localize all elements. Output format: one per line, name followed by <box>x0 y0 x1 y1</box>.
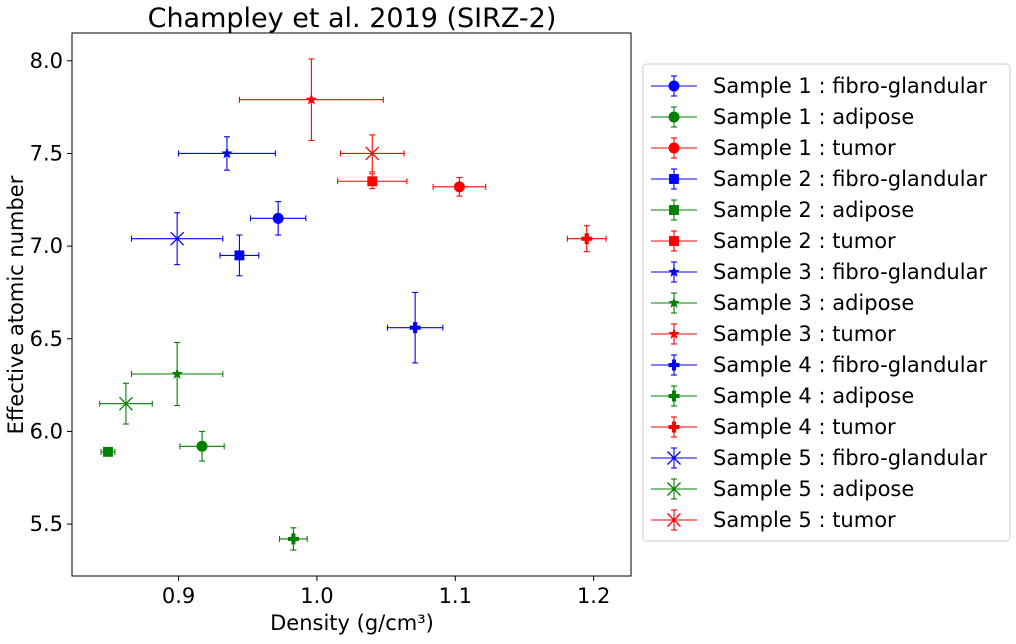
legend-entry: Sample 2 : adipose <box>651 198 914 222</box>
data-point <box>249 201 307 236</box>
data-point-marker-plus <box>287 533 299 545</box>
legend-entry: Sample 2 : tumor <box>651 229 896 253</box>
data-point-marker-x <box>365 146 380 161</box>
legend-entry: Sample 4 : fibro-glandular <box>651 353 987 377</box>
data-point <box>177 136 276 171</box>
legend-label: Sample 4 : tumor <box>713 415 896 439</box>
legend-label: Sample 4 : adipose <box>713 384 914 408</box>
legend-marker-square <box>669 174 679 184</box>
legend-label: Sample 3 : tumor <box>713 322 896 346</box>
data-point-marker-star <box>171 368 183 379</box>
legend-label: Sample 5 : adipose <box>713 477 914 501</box>
legend: Sample 1 : fibro-glandular Sample 1 : adi… <box>651 74 987 532</box>
data-point-marker-star <box>221 147 233 159</box>
legend-label: Sample 4 : fibro-glandular <box>713 353 987 377</box>
data-point <box>99 382 153 425</box>
data-point <box>130 212 224 266</box>
legend-label: Sample 5 : fibro-glandular <box>713 446 987 470</box>
legend-marker-circle <box>668 111 680 123</box>
legend-marker-square <box>669 205 679 215</box>
data-point <box>386 291 444 364</box>
legend-label: Sample 1 : fibro-glandular <box>713 74 987 98</box>
legend-entry: Sample 3 : fibro-glandular <box>651 260 987 284</box>
y-tick-label: 6.5 <box>30 327 63 351</box>
data-point-marker-plus <box>409 322 421 334</box>
data-point <box>278 527 308 551</box>
data-point-marker-x <box>170 231 185 246</box>
data-point <box>339 134 405 173</box>
data-point <box>337 173 408 190</box>
legend-label: Sample 1 : tumor <box>713 136 896 160</box>
data-point-marker-circle <box>453 181 465 193</box>
legend-marker-circle <box>668 142 680 154</box>
legend-entry: Sample 1 : adipose <box>651 105 914 129</box>
x-tick-label: 0.9 <box>162 584 195 608</box>
chart-title: Champley et al. 2019 (SIRZ-2) <box>148 3 557 34</box>
y-axis-ticks: 5.5 6.0 6.5 7.0 7.5 8.0 <box>30 49 72 536</box>
legend-marker-star <box>668 266 680 277</box>
y-tick-label: 6.0 <box>30 419 63 443</box>
legend-label: Sample 2 : tumor <box>713 229 896 253</box>
legend-entry: Sample 5 : adipose <box>651 477 914 501</box>
legend-marker-x <box>667 513 681 527</box>
data-point-marker-circle <box>272 212 284 224</box>
y-axis-label: Effective atomic number <box>4 175 28 434</box>
legend-marker-circle <box>668 80 680 92</box>
y-tick-label: 7.0 <box>30 234 63 258</box>
legend-label: Sample 5 : tumor <box>713 508 896 532</box>
legend-marker-plus <box>668 390 680 402</box>
x-tick-label: 1.0 <box>300 584 333 608</box>
x-tick-label: 1.2 <box>577 584 610 608</box>
data-marks <box>99 58 607 551</box>
legend-entry: Sample 5 : tumor <box>651 508 896 532</box>
data-point-marker-x <box>119 396 133 411</box>
data-point <box>566 225 607 253</box>
y-tick-label: 8.0 <box>30 49 63 73</box>
y-tick-label: 5.5 <box>30 512 63 536</box>
data-point-marker-circle <box>196 440 208 452</box>
data-point <box>100 446 116 457</box>
legend-entry: Sample 1 : fibro-glandular <box>651 74 987 98</box>
legend-marker-plus <box>668 421 680 433</box>
legend-label: Sample 1 : adipose <box>713 105 914 129</box>
legend-label: Sample 2 : adipose <box>713 198 914 222</box>
legend-marker-plus <box>668 359 680 371</box>
data-point <box>219 234 260 277</box>
x-tick-label: 1.1 <box>439 584 472 608</box>
data-point-marker-star <box>305 93 318 105</box>
data-point-marker-square <box>234 250 245 261</box>
legend-entry: Sample 4 : tumor <box>651 415 896 439</box>
legend-entry: Sample 1 : tumor <box>651 136 896 160</box>
legend-entry: Sample 2 : fibro-glandular <box>651 167 987 191</box>
data-point-marker-square <box>103 446 113 457</box>
data-point <box>432 177 487 197</box>
legend-entry: Sample 3 : tumor <box>651 322 896 346</box>
y-tick-label: 7.5 <box>30 141 63 165</box>
legend-entry: Sample 4 : adipose <box>651 384 914 408</box>
legend-label: Sample 3 : fibro-glandular <box>713 260 987 284</box>
legend-marker-star <box>668 297 680 308</box>
data-point-marker-square <box>367 176 378 187</box>
data-point <box>238 58 384 142</box>
legend-entry: Sample 3 : adipose <box>651 291 914 315</box>
x-axis-ticks: 0.9 1.0 1.1 1.2 <box>162 576 610 608</box>
legend-marker-star <box>668 328 680 339</box>
data-point <box>130 341 224 407</box>
data-point-marker-plus <box>581 233 593 245</box>
legend-entry: Sample 5 : fibro-glandular <box>651 446 987 470</box>
legend-box <box>642 63 1011 542</box>
legend-label: Sample 2 : fibro-glandular <box>713 167 987 191</box>
plot-area <box>71 32 632 577</box>
data-point <box>179 430 225 462</box>
legend-marker-x <box>667 482 681 496</box>
legend-marker-square <box>669 236 679 246</box>
legend-label: Sample 3 : adipose <box>713 291 914 315</box>
x-axis-label: Density (g/cm³) <box>270 611 434 635</box>
legend-marker-x <box>667 451 681 465</box>
